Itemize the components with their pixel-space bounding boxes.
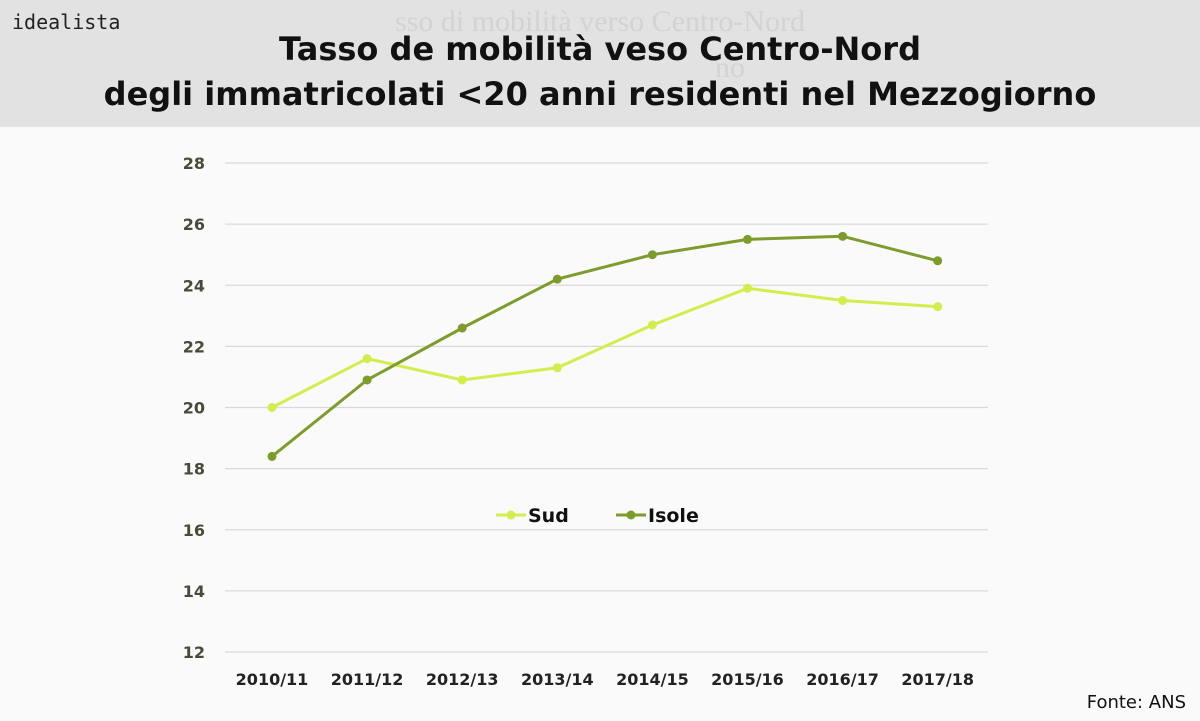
series-line-sud [271,286,938,409]
y-tick-label: 18 [183,460,205,479]
legend-label-sud: Sud [528,505,569,527]
data-point-sud [647,320,657,330]
x-tick-label: 2017/18 [901,670,974,689]
data-point-isole [838,231,848,241]
data-point-isole [552,274,562,284]
y-tick-label: 24 [183,276,205,295]
y-tick-label: 14 [183,582,205,601]
data-point-isole [933,256,943,266]
data-point-isole [647,250,657,260]
source-note: Fonte: ANS [1086,692,1186,713]
legend-marker-isole [626,510,636,520]
x-tick-label: 2012/13 [426,670,499,689]
chart-title: Tasso de mobilità veso Centro-Nord degli… [0,27,1200,117]
idealista-logo: idealista [12,10,121,34]
legend-marker-sud [506,510,516,520]
x-tick-label: 2013/14 [521,670,594,689]
x-tick-label: 2016/17 [806,670,879,689]
ghost-title-line2: no [715,51,745,84]
x-tick-label: 2010/11 [236,670,309,689]
x-tick-label: 2011/12 [331,670,404,689]
data-point-sud [743,283,752,293]
data-point-sud [838,296,848,306]
y-tick-label: 12 [183,643,205,662]
ghost-title-line1: sso di mobilità verso Centro-Nord [395,5,805,38]
data-point-sud [552,363,562,373]
legend-label-isole: Isole [648,505,699,527]
series-line-isole [271,234,939,458]
y-tick-label: 26 [183,215,205,234]
data-point-isole [743,234,752,244]
x-tick-label: 2015/16 [711,670,784,689]
ghost-title: sso di mobilità verso Centro-Nord no [0,2,1200,88]
x-tick-label: 2014/15 [616,670,689,689]
y-tick-label: 20 [183,399,205,418]
chart-title-line1: Tasso de mobilità veso Centro-Nord [279,30,921,68]
y-tick-label: 16 [183,521,205,540]
y-tick-label: 28 [183,154,205,173]
data-point-sud [362,354,372,364]
data-point-isole [362,375,372,385]
data-point-sud [457,375,467,385]
header-bar [0,0,1200,127]
data-point-isole [457,323,467,333]
chart-title-line2: degli immatricolati <20 anni residenti n… [103,75,1097,113]
y-tick-label: 22 [183,337,205,356]
data-point-sud [933,302,943,312]
data-point-isole [267,451,277,461]
data-point-sud [267,403,277,412]
